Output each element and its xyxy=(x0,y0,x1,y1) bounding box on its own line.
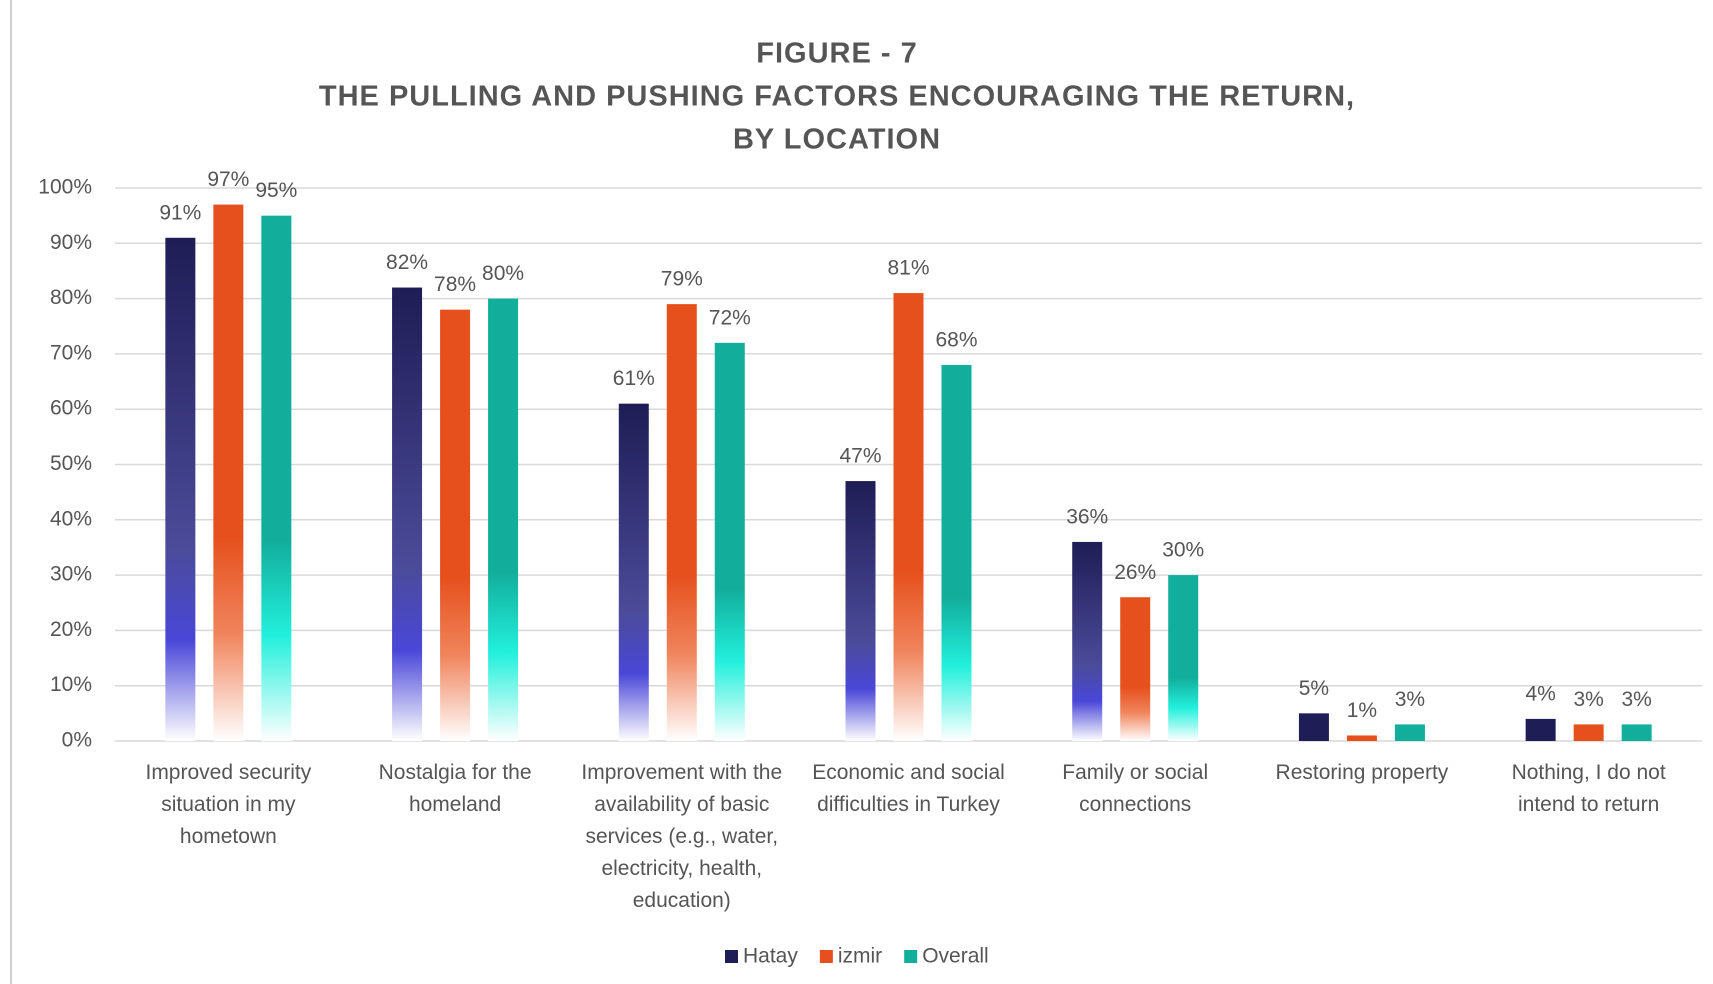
data-label: 68% xyxy=(935,329,977,352)
y-tick-label: 30% xyxy=(50,563,92,586)
bar xyxy=(845,481,876,741)
data-label: 5% xyxy=(1299,677,1329,700)
bar xyxy=(1621,724,1652,741)
legend-label: Hatay xyxy=(743,945,798,968)
bar xyxy=(666,304,697,741)
data-label: 78% xyxy=(434,273,476,296)
x-tick-label: Economic and social difficulties in Turke… xyxy=(812,761,1005,816)
bar xyxy=(392,287,423,741)
x-tick-label: Restoring property xyxy=(1276,761,1449,784)
bar xyxy=(213,204,244,742)
bar xyxy=(440,309,471,741)
data-label: 79% xyxy=(661,268,703,291)
bar xyxy=(261,215,292,741)
data-label: 61% xyxy=(613,367,655,390)
y-tick-label: 100% xyxy=(38,176,92,199)
chart-title: FIGURE - 7 xyxy=(756,38,917,70)
chart-title: THE PULLING AND PUSHING FACTORS ENCOURAG… xyxy=(319,81,1355,113)
x-tick-label: Family or social connections xyxy=(1062,761,1208,816)
y-tick-label: 50% xyxy=(50,452,92,475)
bar xyxy=(1298,713,1329,741)
x-tick-label: Nothing, I do not intend to return xyxy=(1512,761,1666,816)
y-tick-label: 70% xyxy=(50,341,92,364)
data-label: 82% xyxy=(386,251,428,274)
bar xyxy=(714,342,745,741)
y-tick-label: 80% xyxy=(50,286,92,309)
y-tick-label: 60% xyxy=(50,397,92,420)
bar xyxy=(1120,597,1151,741)
legend-label: izmir xyxy=(838,945,882,968)
bar xyxy=(1346,735,1377,741)
bar xyxy=(941,364,972,741)
data-label: 30% xyxy=(1162,539,1204,562)
y-tick-label: 20% xyxy=(50,618,92,641)
bar xyxy=(618,403,649,741)
data-label: 36% xyxy=(1066,505,1108,528)
data-label: 80% xyxy=(482,262,524,285)
y-tick-label: 10% xyxy=(50,673,92,696)
data-label: 95% xyxy=(255,179,297,202)
bar xyxy=(1168,575,1199,741)
bar xyxy=(488,298,519,741)
x-tick-label: Improvement with the availability of basi… xyxy=(581,761,782,912)
data-label: 3% xyxy=(1395,688,1425,711)
data-label: 1% xyxy=(1347,699,1377,722)
legend-swatch xyxy=(904,950,918,963)
bar xyxy=(1394,724,1425,741)
data-label: 3% xyxy=(1621,688,1651,711)
bar xyxy=(1573,724,1604,741)
bar xyxy=(1072,541,1103,741)
data-label: 72% xyxy=(709,306,751,329)
chart-title: BY LOCATION xyxy=(733,124,941,156)
data-label: 26% xyxy=(1114,561,1156,584)
data-label: 4% xyxy=(1525,682,1555,705)
legend-swatch xyxy=(819,950,833,963)
legend-label: Overall xyxy=(922,945,989,968)
bar xyxy=(893,293,924,741)
y-tick-label: 0% xyxy=(62,729,92,752)
y-tick-label: 40% xyxy=(50,507,92,530)
data-label: 97% xyxy=(207,168,249,191)
data-label: 81% xyxy=(887,257,929,280)
data-label: 3% xyxy=(1573,688,1603,711)
legend-swatch xyxy=(725,950,738,963)
data-label: 47% xyxy=(839,445,881,468)
data-label: 91% xyxy=(159,201,201,224)
x-tick-label: Nostalgia for the homeland xyxy=(379,761,532,816)
x-tick-label: Improved security situation in my hometown xyxy=(145,761,311,848)
bar xyxy=(165,237,196,741)
y-tick-label: 90% xyxy=(50,231,92,254)
bar xyxy=(1525,718,1556,741)
